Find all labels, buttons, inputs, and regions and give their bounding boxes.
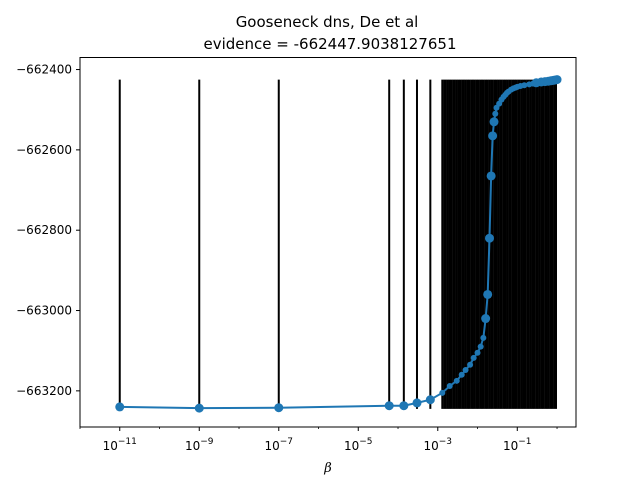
x-tick-label-0: 10−11 [103, 437, 137, 453]
data-point-22 [489, 117, 499, 127]
y-tick-label-1: −662600 [16, 143, 72, 157]
data-point-9 [453, 377, 460, 384]
data-point-2 [274, 403, 284, 413]
data-point-11 [462, 366, 469, 373]
data-point-0 [115, 402, 125, 412]
x-tick-label-1: 10−9 [185, 437, 214, 453]
data-point-3 [384, 401, 394, 411]
y-tick-label-2: −662800 [16, 223, 72, 237]
data-point-16 [480, 334, 487, 341]
y-axis: −662400 −662600 −662800 −663000 −663200 [16, 63, 80, 398]
data-point-19 [484, 233, 494, 243]
x-tick-label-3: 10−5 [344, 437, 373, 453]
data-point-15 [477, 343, 484, 350]
data-point-5 [412, 398, 422, 408]
data-point-7 [439, 389, 446, 396]
data-point-6 [425, 395, 435, 405]
data-point-10 [458, 371, 465, 378]
data-point-23 [492, 110, 499, 117]
data-point-46 [552, 75, 562, 85]
data-point-1 [194, 403, 204, 413]
plot-series [115, 75, 562, 413]
data-point-12 [467, 361, 474, 368]
data-point-21 [488, 131, 498, 141]
plot-frame [79, 57, 577, 428]
chart-title: Gooseneck dns, De et al [236, 13, 419, 31]
x-tick-label-2: 10−7 [264, 437, 293, 453]
data-point-17 [481, 314, 491, 324]
data-point-36 [521, 82, 528, 89]
chart-subtitle: evidence = -662447.9038127651 [204, 35, 457, 53]
y-tick-label-0: −662400 [16, 63, 72, 77]
x-axis-label: β [323, 461, 332, 476]
data-point-13 [470, 354, 477, 361]
x-axis: 10−11 10−9 10−7 10−5 10−3 10−1 [79, 427, 558, 453]
data-point-18 [483, 289, 493, 299]
data-point-20 [486, 171, 496, 181]
vertical-lines [118, 79, 558, 409]
y-tick-label-3: −663000 [16, 304, 72, 318]
x-tick-label-4: 10−3 [423, 437, 452, 453]
data-point-4 [399, 401, 409, 411]
x-tick-label-5: 10−1 [503, 437, 532, 453]
data-point-8 [446, 383, 453, 390]
data-point-14 [474, 349, 481, 356]
y-tick-label-4: −663200 [16, 384, 72, 398]
